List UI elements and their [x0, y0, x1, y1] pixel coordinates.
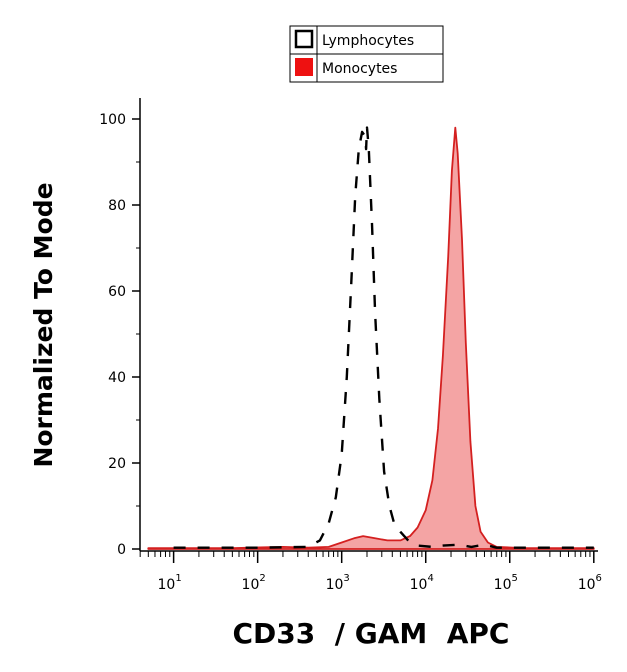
- y-tick-label: 100: [99, 112, 126, 128]
- x-tick-base: 10: [242, 577, 260, 593]
- legend-swatch-lymphocytes: [294, 29, 314, 49]
- x-tick-exponent: 1: [175, 573, 181, 584]
- y-axis-ticks: 0 20 40 60 80 100: [99, 112, 140, 558]
- x-tick-base: 10: [326, 577, 344, 593]
- x-tick-label: 103: [326, 573, 350, 593]
- y-tick-label: 80: [108, 198, 126, 214]
- series-area-monocytes: [147, 126, 595, 550]
- y-axis-title: Normalized To Mode: [29, 182, 58, 467]
- x-tick-base: 10: [494, 577, 512, 593]
- x-axis-title: CD33 / GAM APC: [233, 617, 510, 650]
- y-tick-label: 20: [108, 456, 126, 472]
- x-tick-exponent: 2: [259, 573, 265, 584]
- legend-label-monocytes: Monocytes: [322, 61, 397, 77]
- y-tick-label: 40: [108, 370, 126, 386]
- x-tick-label: 101: [158, 573, 182, 593]
- x-tick-base: 10: [578, 577, 596, 593]
- x-tick-label: 104: [410, 573, 434, 593]
- legend-label-lymphocytes: Lymphocytes: [322, 33, 414, 49]
- x-tick-label: 106: [578, 573, 602, 593]
- x-tick-label: 102: [242, 573, 266, 593]
- series-line-lymphocytes: [173, 126, 594, 549]
- plot-area: [147, 126, 595, 550]
- y-tick-label: 60: [108, 284, 126, 300]
- x-tick-base: 10: [158, 577, 176, 593]
- x-tick-exponent: 3: [343, 573, 349, 584]
- y-tick-label: 0: [117, 542, 126, 558]
- x-tick-label: 105: [494, 573, 518, 593]
- legend-swatch-monocytes: [295, 58, 313, 76]
- x-tick-exponent: 6: [596, 573, 602, 584]
- x-tick-exponent: 4: [427, 573, 433, 584]
- x-axis-ticks: 101 102 103 104 105 106: [139, 551, 602, 593]
- x-tick-exponent: 5: [511, 573, 517, 584]
- legend: Lymphocytes Monocytes: [289, 25, 444, 83]
- x-tick-base: 10: [410, 577, 428, 593]
